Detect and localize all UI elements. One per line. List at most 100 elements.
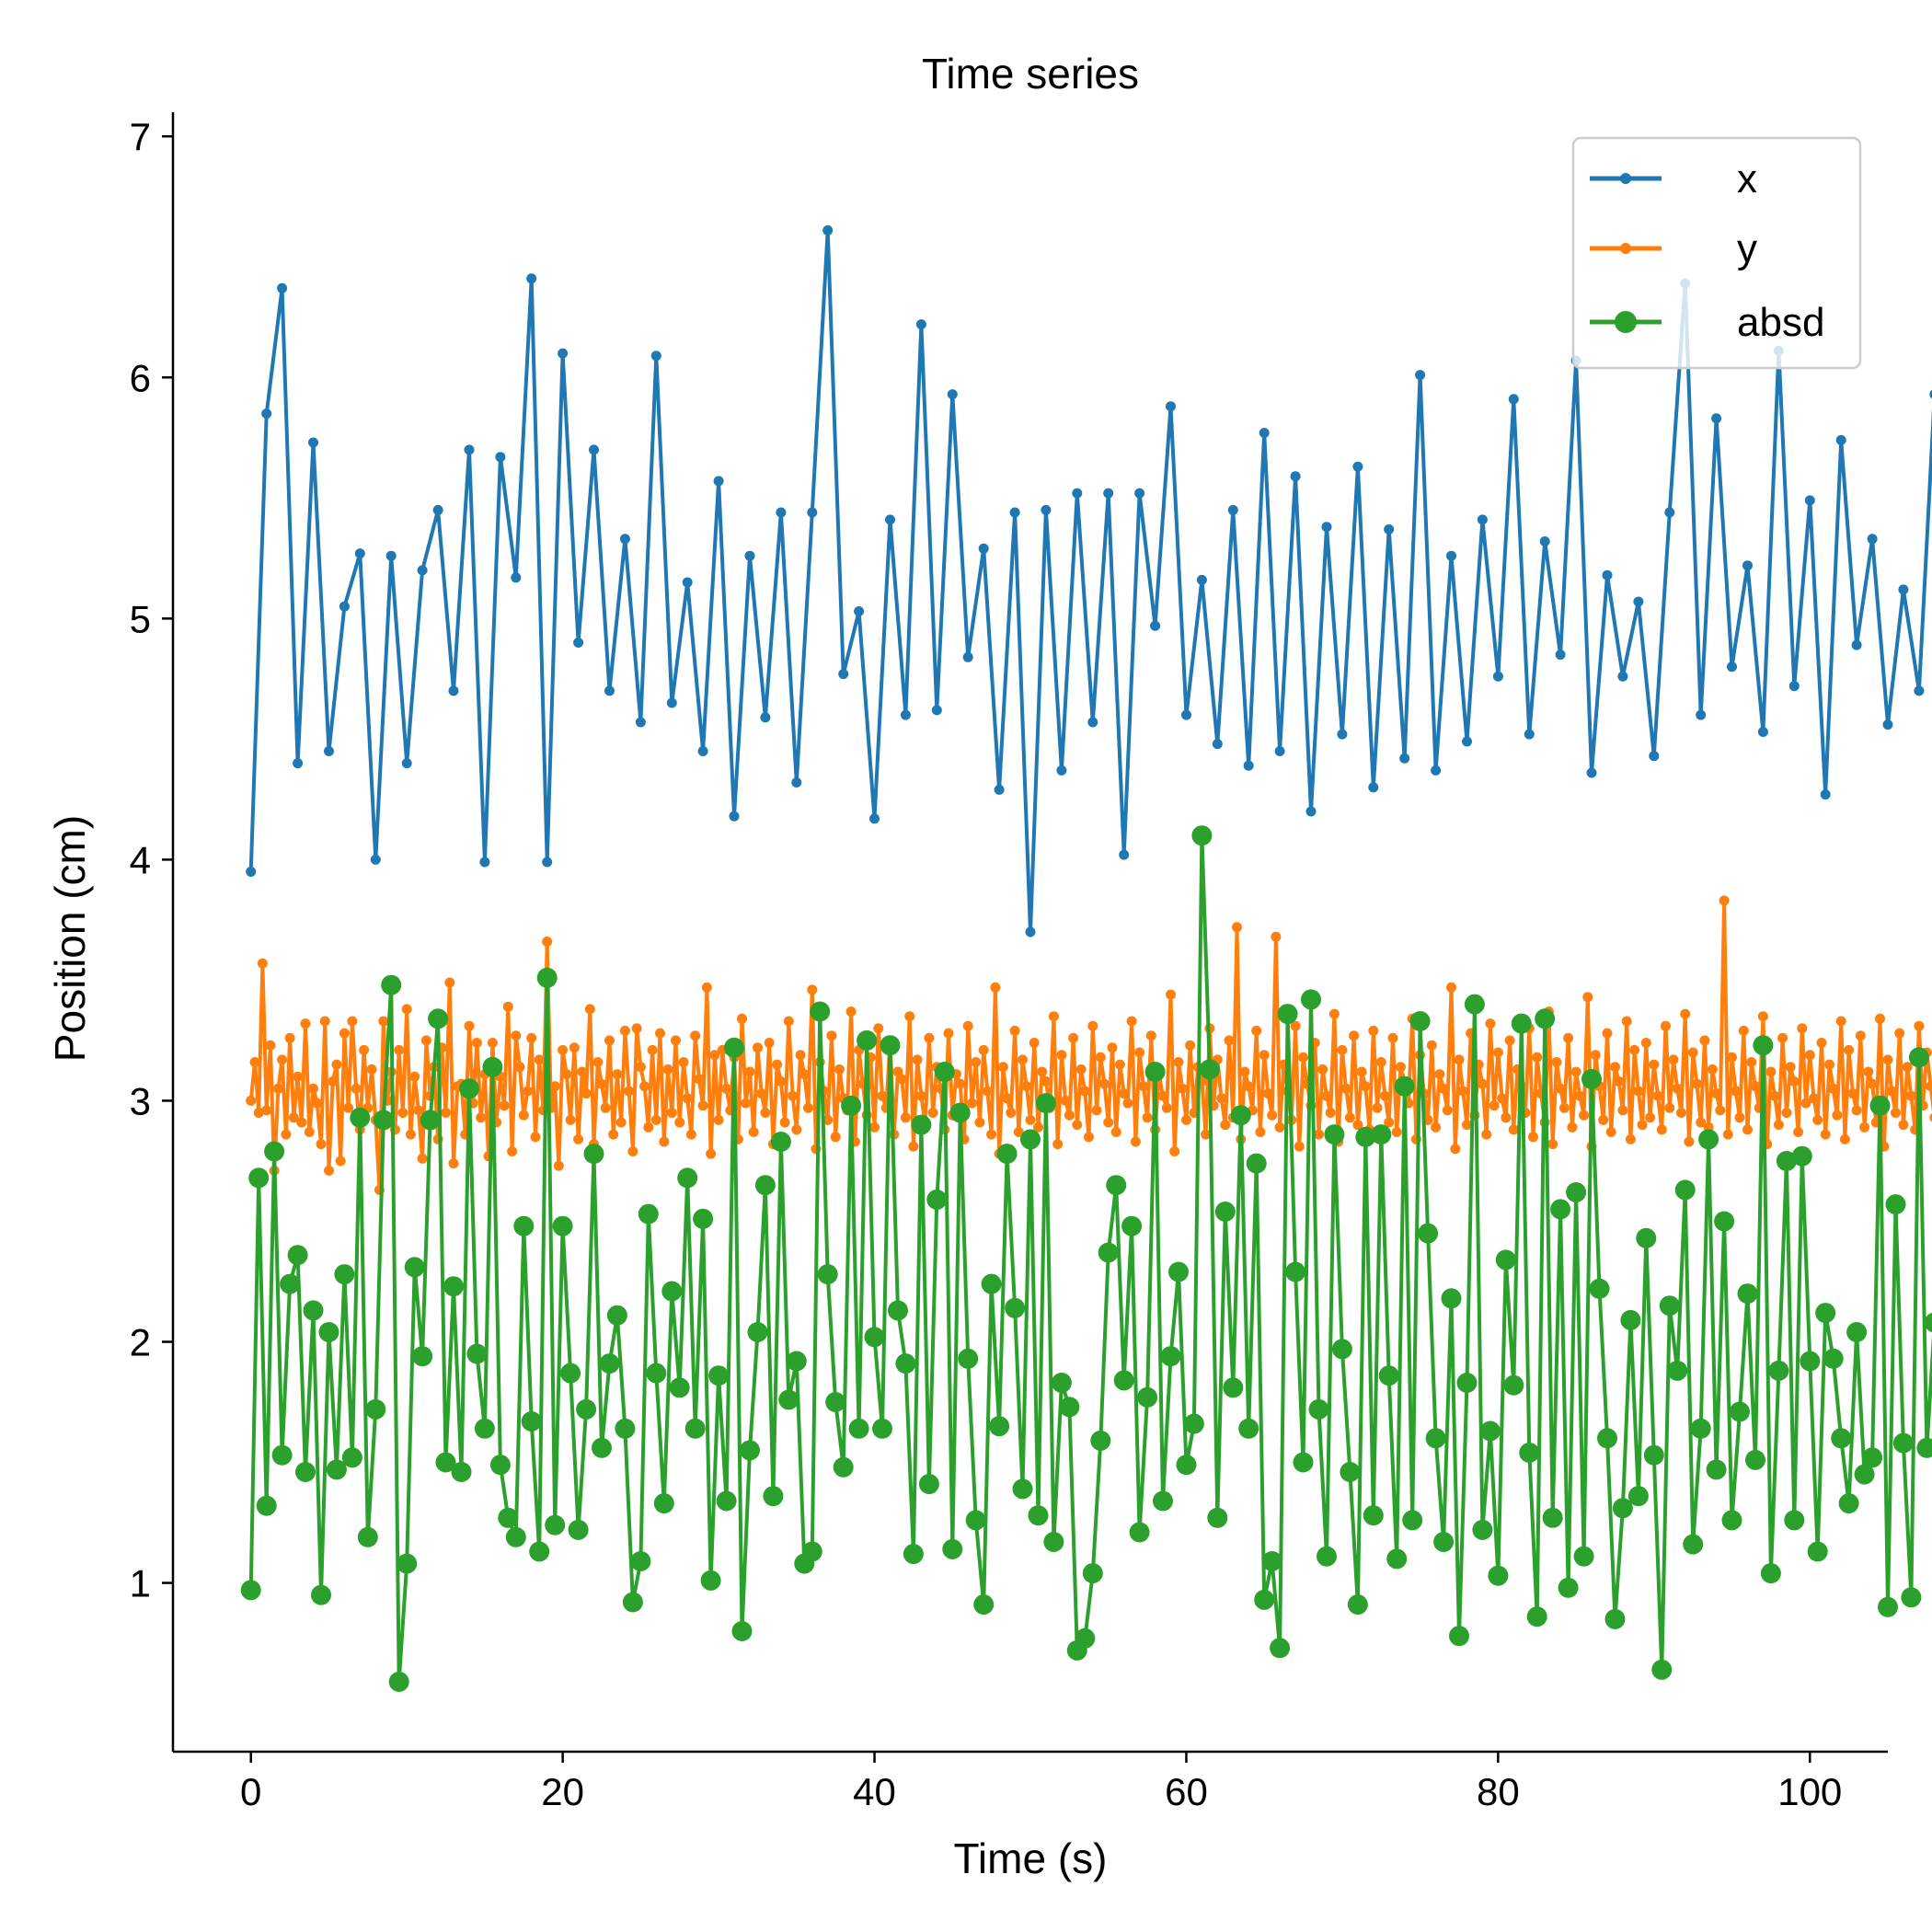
- y-tick-label: 6: [130, 356, 151, 399]
- data-point-absd: [1183, 1413, 1204, 1434]
- data-point-absd: [1581, 1068, 1602, 1089]
- data-point-y: [974, 1117, 985, 1128]
- data-point-y: [1668, 1054, 1679, 1065]
- x-tick-label: 80: [1477, 1770, 1520, 1813]
- data-point-y: [1621, 1016, 1632, 1027]
- data-point-y: [1676, 1108, 1686, 1118]
- data-point-absd: [1667, 1360, 1688, 1381]
- data-point-absd: [872, 1418, 892, 1439]
- data-point-y: [943, 1028, 954, 1039]
- data-point-absd: [1495, 1249, 1516, 1271]
- data-point-absd: [981, 1273, 1002, 1294]
- data-point-y: [1259, 1050, 1270, 1061]
- data-point-absd: [693, 1208, 714, 1229]
- data-point-y: [249, 1057, 260, 1067]
- data-point-absd: [731, 1621, 753, 1641]
- data-point-x: [1555, 650, 1566, 661]
- data-point-y: [448, 1158, 459, 1169]
- data-point-x: [479, 857, 490, 868]
- data-point-y: [971, 1057, 982, 1067]
- data-point-x: [1788, 681, 1800, 692]
- data-point-y: [1157, 1090, 1168, 1101]
- data-point-y: [324, 1165, 334, 1176]
- data-point-absd: [1838, 1493, 1859, 1514]
- data-point-absd: [1776, 1151, 1797, 1171]
- data-point-absd: [576, 1398, 597, 1420]
- data-point-y: [1161, 1102, 1172, 1113]
- data-point-absd: [1479, 1420, 1501, 1442]
- data-point-y: [549, 1081, 560, 1092]
- data-point-y: [1847, 1088, 1858, 1099]
- data-point-y: [753, 1042, 763, 1053]
- data-point-absd: [1324, 1124, 1345, 1145]
- data-point-y: [962, 1020, 973, 1031]
- data-point-absd: [1238, 1418, 1259, 1439]
- data-point-y: [1298, 1052, 1308, 1063]
- data-point-y: [1793, 1127, 1804, 1137]
- data-point-y: [1570, 1066, 1581, 1077]
- data-point-absd: [350, 1107, 371, 1128]
- data-point-y: [1372, 1102, 1383, 1113]
- data-point-y: [1929, 1113, 1932, 1122]
- data-point-y: [265, 1040, 276, 1051]
- data-point-absd: [1604, 1608, 1626, 1629]
- data-point-y: [1114, 1059, 1125, 1070]
- data-point-y: [1314, 1129, 1324, 1140]
- data-point-y: [1867, 1078, 1878, 1089]
- x-axis-label: Time (s): [954, 1834, 1108, 1882]
- data-point-y: [694, 1074, 705, 1085]
- data-point-y: [666, 1108, 677, 1118]
- data-point-y: [1021, 1081, 1032, 1092]
- data-point-y: [1804, 1050, 1815, 1061]
- data-point-x: [1929, 389, 1932, 399]
- x-tick-label: 40: [853, 1770, 896, 1813]
- data-point-y: [476, 1112, 487, 1123]
- data-point-absd: [1674, 1179, 1696, 1201]
- data-point-absd: [857, 1029, 878, 1051]
- data-point-y: [420, 1035, 431, 1046]
- data-point-absd: [498, 1507, 519, 1528]
- data-point-absd: [1698, 1129, 1719, 1150]
- data-point-absd: [1433, 1532, 1455, 1552]
- data-point-y: [1267, 1110, 1278, 1121]
- data-point-y: [682, 1093, 693, 1104]
- data-point-x: [1415, 370, 1426, 381]
- data-point-y: [1084, 1132, 1094, 1143]
- data-point-y: [1079, 1086, 1090, 1097]
- data-point-absd: [754, 1175, 776, 1196]
- data-point-y: [1610, 1062, 1620, 1073]
- data-point-y: [530, 1132, 541, 1143]
- data-point-y: [615, 1117, 627, 1128]
- data-point-x: [1742, 560, 1753, 571]
- data-point-x: [682, 577, 693, 588]
- data-point-y: [908, 1141, 919, 1152]
- data-point-y: [1809, 1093, 1819, 1104]
- data-point-y: [542, 937, 553, 947]
- data-point-absd: [1745, 1449, 1765, 1470]
- y-tick-label: 3: [130, 1079, 151, 1122]
- data-point-y: [1727, 1052, 1737, 1063]
- data-point-absd: [240, 1580, 261, 1601]
- data-point-absd: [505, 1526, 526, 1547]
- data-point-absd: [1503, 1374, 1524, 1396]
- data-point-y: [803, 1102, 813, 1113]
- data-point-y: [662, 1064, 673, 1075]
- data-point-y: [1177, 1083, 1188, 1094]
- data-point-y: [639, 1081, 650, 1092]
- data-point-y: [741, 1098, 752, 1109]
- data-point-x: [277, 282, 288, 293]
- chart-title: Time series: [922, 50, 1139, 98]
- data-point-y: [534, 1054, 545, 1065]
- data-point-absd: [989, 1416, 1010, 1437]
- data-point-absd: [1519, 1443, 1540, 1463]
- data-point-x: [526, 273, 537, 284]
- data-point-x: [354, 548, 365, 559]
- data-point-y: [1072, 1120, 1083, 1131]
- data-point-absd: [810, 1001, 831, 1022]
- data-point-absd: [1721, 1510, 1742, 1531]
- data-point-x: [1087, 717, 1098, 728]
- data-point-y: [1528, 1132, 1538, 1143]
- data-point-x: [1134, 488, 1145, 499]
- data-point-y: [526, 1032, 537, 1043]
- data-point-x: [854, 606, 865, 616]
